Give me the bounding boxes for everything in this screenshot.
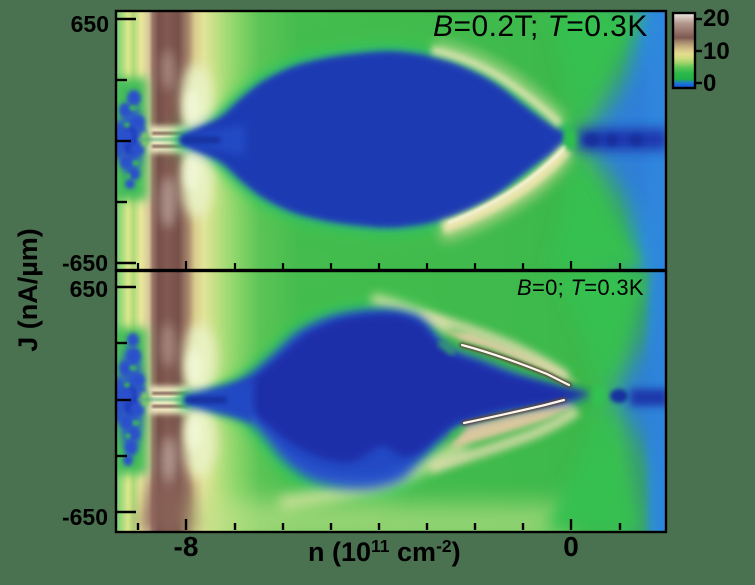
svg-text:650: 650 bbox=[70, 276, 108, 302]
svg-text:650: 650 bbox=[71, 11, 109, 37]
svg-text:0: 0 bbox=[703, 70, 716, 97]
svg-text:-650: -650 bbox=[62, 250, 108, 276]
svg-text:-650: -650 bbox=[62, 504, 108, 530]
svg-text:n (1011 cm-2): n (1011 cm-2) bbox=[308, 536, 461, 567]
svg-text:B=0.2T; T=0.3K: B=0.2T; T=0.3K bbox=[433, 10, 648, 43]
svg-text:-8: -8 bbox=[174, 531, 199, 562]
svg-text:20: 20 bbox=[703, 5, 730, 32]
svg-text:J (nA/µm): J (nA/µm) bbox=[13, 228, 43, 352]
svg-text:10: 10 bbox=[703, 38, 730, 65]
svg-text:0: 0 bbox=[563, 531, 579, 562]
svg-text:B=0; T=0.3K: B=0; T=0.3K bbox=[517, 275, 644, 300]
